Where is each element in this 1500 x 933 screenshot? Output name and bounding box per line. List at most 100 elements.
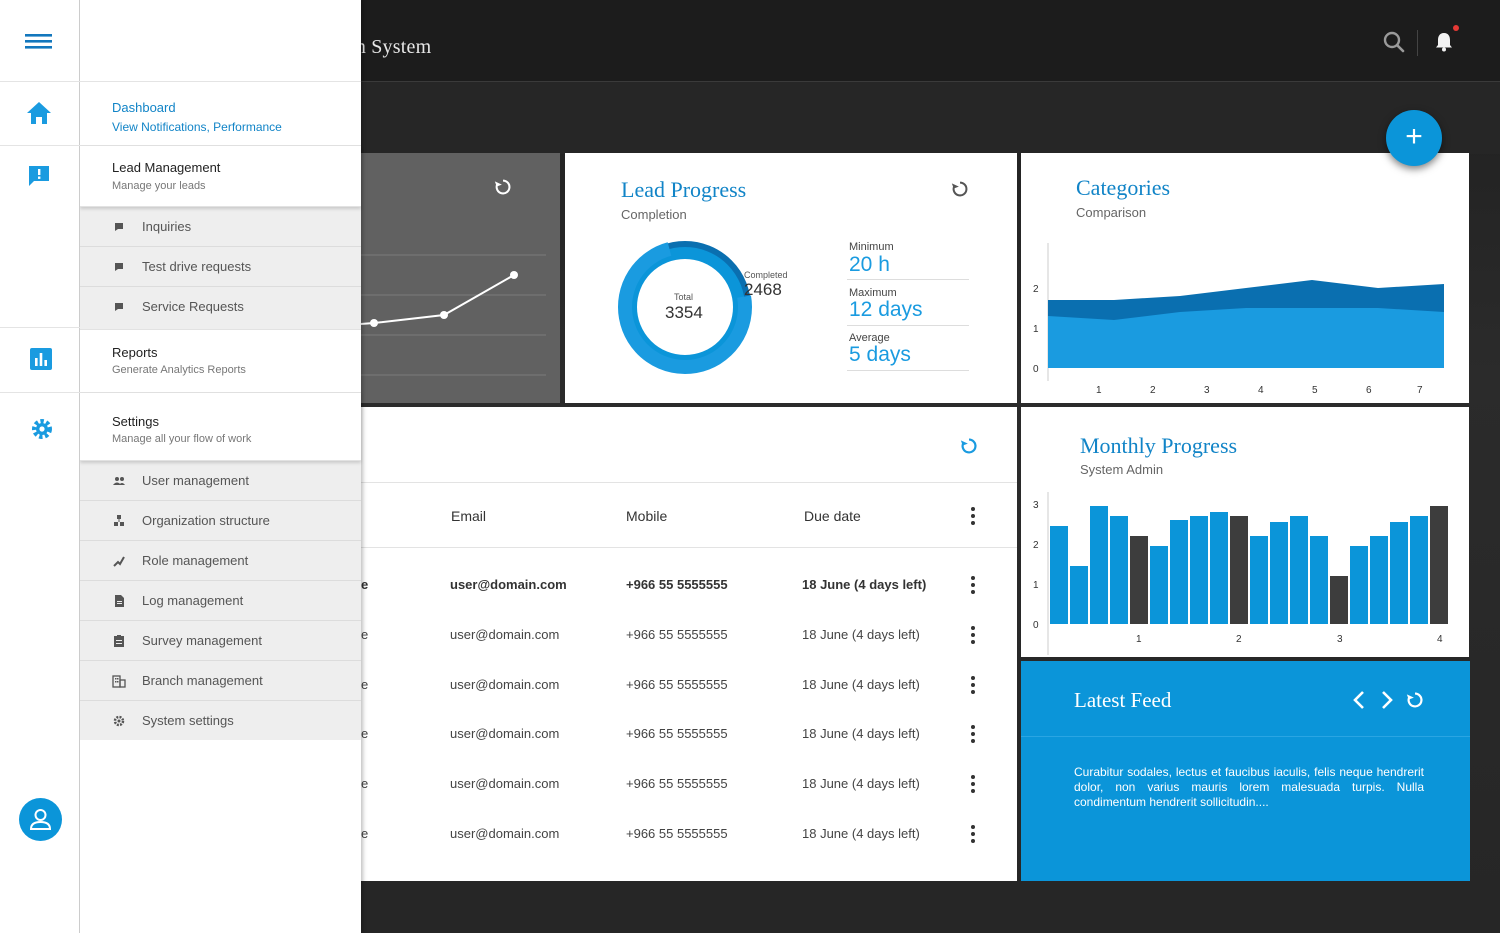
cell-name: e — [361, 726, 369, 741]
chevron-right-icon[interactable] — [1377, 688, 1397, 712]
menu-lead-management[interactable]: Lead Management Manage your leads — [80, 146, 361, 207]
chevron-left-icon[interactable] — [1349, 688, 1369, 712]
menu-subtitle: Generate Analytics Reports — [112, 364, 246, 376]
more-vert-icon[interactable] — [970, 676, 976, 694]
categories-title: Categories — [1076, 175, 1171, 200]
menu-icon[interactable] — [24, 31, 54, 53]
cell-due-date: 18 June (4 days left) — [802, 677, 920, 692]
refresh-icon[interactable] — [949, 178, 971, 200]
categories-subtitle: Comparison — [1076, 205, 1147, 220]
cell-due-date: 18 June (4 days left) — [802, 577, 927, 592]
completed-label: Completed — [744, 270, 788, 280]
menu-title: Lead Management — [112, 160, 221, 175]
search-icon[interactable] — [1380, 28, 1408, 56]
average-label: Average — [849, 332, 890, 344]
submenu-label: Log management — [142, 593, 244, 608]
submenu-survey-management[interactable]: Survey management — [80, 621, 361, 661]
refresh-icon[interactable] — [1404, 689, 1426, 711]
cell-email: user@domain.com — [450, 776, 560, 791]
average-value: 5 days — [849, 343, 911, 366]
trend-line — [340, 274, 515, 327]
donut-hole — [641, 263, 729, 351]
more-vert-icon[interactable] — [970, 825, 976, 843]
bar — [1310, 536, 1328, 624]
menu-subtitle: Manage all your flow of work — [112, 433, 252, 445]
submenu-user-management[interactable]: User management — [80, 461, 361, 501]
y-tick-label: 2 — [1033, 284, 1039, 295]
table-row[interactable]: e user@domain.com +966 55 5555555 18 June (… — [361, 615, 1017, 655]
x-tick-label: 3 — [1204, 385, 1210, 396]
submenu-organization-structure[interactable]: Organization structure — [80, 501, 361, 541]
menu-settings[interactable]: Settings Manage all your flow of work — [80, 393, 361, 461]
x-tick-label: 5 — [1312, 385, 1318, 396]
y-tick-label: 3 — [1033, 500, 1039, 511]
more-vert-icon[interactable] — [970, 725, 976, 743]
refresh-icon[interactable] — [492, 176, 514, 198]
total-label: Total — [674, 292, 694, 302]
bar — [1170, 520, 1188, 624]
cell-mobile: +966 55 5555555 — [626, 677, 728, 692]
monthly-title: Monthly Progress — [1080, 433, 1238, 458]
bar — [1230, 516, 1248, 624]
cog-icon — [113, 715, 125, 727]
x-tick-label: 7 — [1417, 385, 1423, 396]
x-tick-label: 1 — [1136, 634, 1142, 645]
table-row[interactable]: e user@domain.com +966 55 5555555 18 June (… — [361, 764, 1017, 804]
column-header-mobile[interactable]: Mobile — [626, 508, 668, 524]
trend-chart — [340, 254, 546, 376]
x-tick-label: 4 — [1437, 634, 1443, 645]
account-icon[interactable] — [19, 798, 62, 841]
bar — [1090, 506, 1108, 624]
submenu-label: Branch management — [142, 673, 263, 688]
feed-title: Latest Feed — [1074, 688, 1172, 712]
table-row[interactable]: e user@domain.com +966 55 5555555 18 June (… — [361, 565, 1017, 605]
more-vert-icon[interactable] — [970, 576, 976, 594]
lead-progress-card: Lead Progress Completion Total 3354 Comp… — [565, 153, 1017, 403]
submenu-label: Inquiries — [142, 219, 192, 234]
cell-email: user@domain.com — [450, 826, 560, 841]
column-header-email[interactable]: Email — [451, 508, 487, 524]
more-vert-icon[interactable] — [970, 775, 976, 793]
bar — [1290, 516, 1308, 624]
table-row[interactable]: e user@domain.com +966 55 5555555 18 June (… — [361, 714, 1017, 754]
menu-title: Settings — [112, 414, 159, 429]
submenu-inquiries[interactable]: Inquiries — [80, 207, 361, 247]
cell-email: user@domain.com — [450, 726, 560, 741]
bar — [1350, 546, 1368, 624]
submenu-branch-management[interactable]: Branch management — [80, 661, 361, 701]
submenu-service-requests[interactable]: Service Requests — [80, 287, 361, 327]
gear-icon[interactable] — [30, 417, 54, 441]
more-vert-icon[interactable] — [970, 507, 976, 525]
submenu-system-settings[interactable]: System settings — [80, 701, 361, 741]
table-row[interactable]: e user@domain.com +966 55 5555555 18 June (… — [361, 665, 1017, 705]
x-tick-label: 2 — [1236, 634, 1242, 645]
submenu-label: User management — [142, 473, 249, 488]
submenu-log-management[interactable]: Log management — [80, 581, 361, 621]
submenu-label: Test drive requests — [142, 259, 252, 274]
feed-text: Curabitur sodales, lectus et faucibus ia… — [1074, 765, 1424, 809]
refresh-icon[interactable] — [958, 435, 980, 457]
add-button[interactable]: + — [1386, 110, 1442, 166]
chart-icon[interactable] — [30, 348, 52, 370]
submenu-role-management[interactable]: Role management — [80, 541, 361, 581]
file-icon — [115, 595, 124, 607]
more-vert-icon[interactable] — [970, 626, 976, 644]
alert-icon[interactable] — [27, 164, 51, 188]
bar — [1190, 516, 1208, 624]
notification-dot — [1453, 25, 1459, 31]
y-tick-label: 0 — [1033, 620, 1039, 631]
completion-donut — [618, 240, 752, 374]
cell-due-date: 18 June (4 days left) — [802, 627, 920, 642]
menu-subtitle: View Notifications, Performance — [112, 120, 282, 134]
table-row[interactable]: e user@domain.com +966 55 5555555 18 June (… — [361, 814, 1017, 854]
bar — [1070, 566, 1088, 624]
categories-area-chart: 0 1 2 1 2 3 4 5 6 7 — [1033, 243, 1444, 396]
bell-icon[interactable] — [1430, 28, 1458, 56]
submenu-test-drive[interactable]: Test drive requests — [80, 247, 361, 287]
bar — [1270, 522, 1288, 624]
menu-reports[interactable]: Reports Generate Analytics Reports — [80, 329, 361, 393]
column-header-due-date[interactable]: Due date — [804, 508, 861, 524]
menu-dashboard[interactable]: Dashboard View Notifications, Performanc… — [80, 82, 361, 146]
home-icon[interactable] — [25, 100, 53, 126]
bar — [1250, 536, 1268, 624]
